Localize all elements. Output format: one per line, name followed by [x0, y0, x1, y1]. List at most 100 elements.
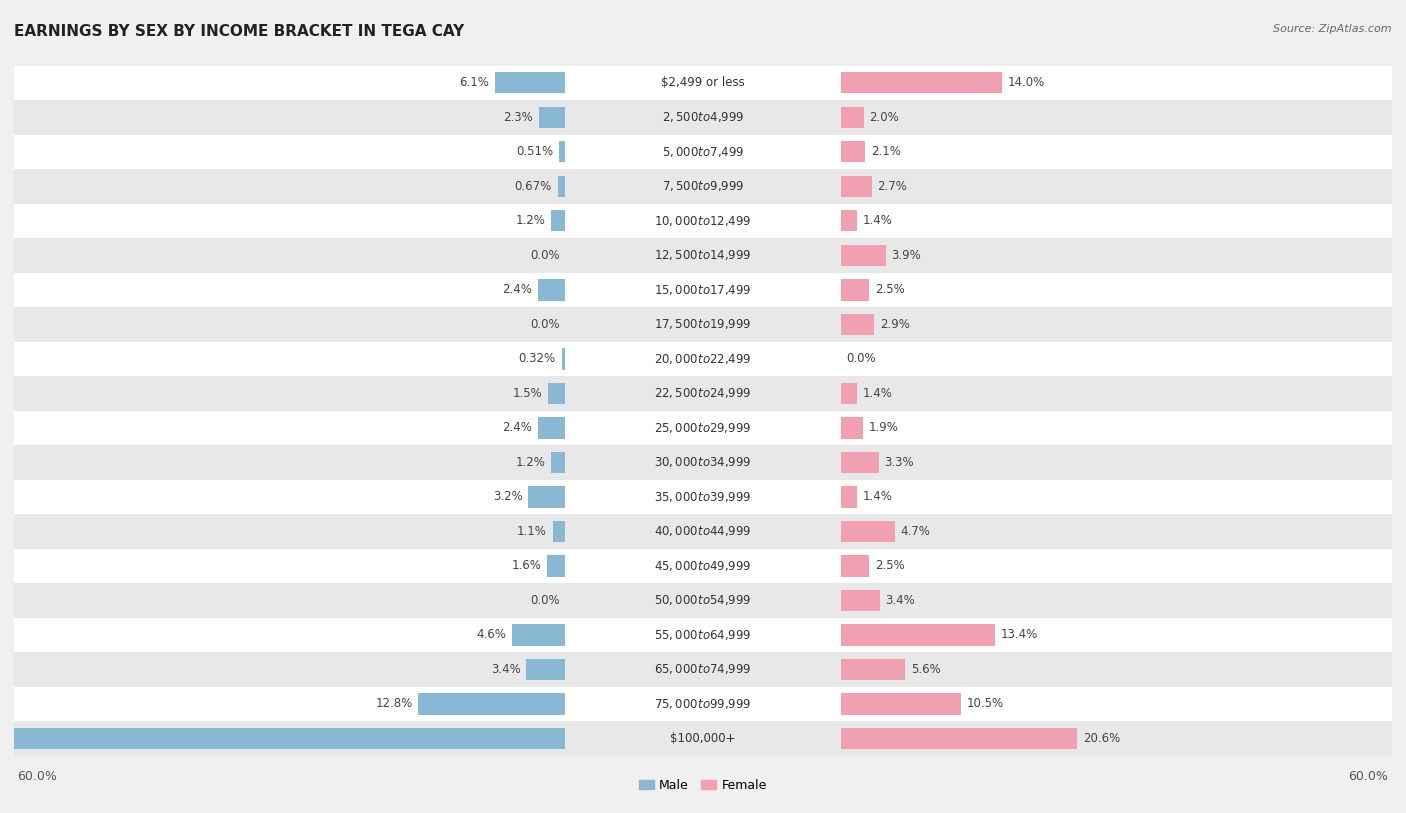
Bar — [14, 238, 1392, 272]
Text: 0.0%: 0.0% — [530, 318, 560, 331]
Bar — [841, 659, 905, 680]
Bar — [538, 107, 565, 128]
Text: 3.9%: 3.9% — [891, 249, 921, 262]
Text: 0.0%: 0.0% — [530, 249, 560, 262]
Text: $10,000 to $12,499: $10,000 to $12,499 — [654, 214, 752, 228]
Bar — [841, 279, 869, 301]
Text: 2.4%: 2.4% — [502, 283, 531, 296]
Bar — [14, 445, 1392, 480]
Bar — [841, 693, 962, 715]
Bar — [14, 583, 1392, 618]
Bar — [841, 486, 856, 507]
Text: $15,000 to $17,499: $15,000 to $17,499 — [654, 283, 752, 297]
Text: 2.3%: 2.3% — [503, 111, 533, 124]
Text: 1.4%: 1.4% — [863, 387, 893, 400]
Text: 12.8%: 12.8% — [375, 698, 412, 711]
Text: 1.4%: 1.4% — [863, 490, 893, 503]
Bar — [841, 245, 886, 266]
Text: 3.4%: 3.4% — [886, 593, 915, 606]
Bar — [14, 618, 1392, 652]
Text: $22,500 to $24,999: $22,500 to $24,999 — [654, 386, 752, 400]
Text: 0.0%: 0.0% — [846, 352, 876, 365]
Bar — [418, 693, 565, 715]
Bar — [14, 169, 1392, 203]
Bar — [551, 452, 565, 473]
Text: 60.0%: 60.0% — [17, 770, 58, 783]
Text: 2.4%: 2.4% — [502, 421, 531, 434]
Bar — [14, 652, 1392, 687]
Bar — [548, 383, 565, 404]
Text: 2.1%: 2.1% — [870, 146, 900, 159]
Text: 0.67%: 0.67% — [515, 180, 551, 193]
Bar — [841, 141, 865, 163]
Text: 2.9%: 2.9% — [880, 318, 910, 331]
Bar — [526, 659, 565, 680]
Bar — [14, 341, 1392, 376]
Text: 2.7%: 2.7% — [877, 180, 907, 193]
Bar — [512, 624, 565, 646]
Text: 1.2%: 1.2% — [516, 215, 546, 228]
Bar — [841, 210, 856, 232]
Bar — [558, 176, 565, 197]
Text: 13.4%: 13.4% — [1001, 628, 1038, 641]
Bar — [14, 687, 1392, 721]
Text: 0.0%: 0.0% — [530, 593, 560, 606]
Text: $75,000 to $99,999: $75,000 to $99,999 — [654, 697, 752, 711]
Bar — [14, 376, 1392, 411]
Bar — [547, 555, 565, 576]
Bar — [495, 72, 565, 93]
Text: $17,500 to $19,999: $17,500 to $19,999 — [654, 317, 752, 332]
Bar — [14, 480, 1392, 514]
Text: 1.1%: 1.1% — [517, 525, 547, 538]
Text: 0.32%: 0.32% — [519, 352, 555, 365]
Bar — [0, 728, 565, 749]
Text: 4.6%: 4.6% — [477, 628, 506, 641]
Bar — [841, 452, 879, 473]
Bar — [841, 176, 872, 197]
Text: $55,000 to $64,999: $55,000 to $64,999 — [654, 628, 752, 641]
Bar — [841, 589, 880, 611]
Text: 3.4%: 3.4% — [491, 663, 520, 676]
Bar — [841, 520, 894, 542]
Text: 2.5%: 2.5% — [875, 283, 905, 296]
Text: $100,000+: $100,000+ — [671, 732, 735, 745]
Text: $45,000 to $49,999: $45,000 to $49,999 — [654, 559, 752, 573]
Text: $40,000 to $44,999: $40,000 to $44,999 — [654, 524, 752, 538]
Bar — [551, 210, 565, 232]
Text: 2.0%: 2.0% — [869, 111, 900, 124]
Text: $5,000 to $7,499: $5,000 to $7,499 — [662, 145, 744, 159]
Text: EARNINGS BY SEX BY INCOME BRACKET IN TEGA CAY: EARNINGS BY SEX BY INCOME BRACKET IN TEG… — [14, 24, 464, 39]
Text: 4.7%: 4.7% — [900, 525, 931, 538]
Bar — [537, 417, 565, 438]
Text: $2,499 or less: $2,499 or less — [661, 76, 745, 89]
Text: 1.5%: 1.5% — [513, 387, 543, 400]
Text: 1.6%: 1.6% — [512, 559, 541, 572]
Text: 3.3%: 3.3% — [884, 456, 914, 469]
Bar — [553, 520, 565, 542]
Text: 3.2%: 3.2% — [494, 490, 523, 503]
Bar — [537, 279, 565, 301]
Text: 1.2%: 1.2% — [516, 456, 546, 469]
Text: $35,000 to $39,999: $35,000 to $39,999 — [654, 489, 752, 504]
Bar — [841, 314, 875, 335]
Bar — [14, 307, 1392, 341]
Text: 5.6%: 5.6% — [911, 663, 941, 676]
Legend: Male, Female: Male, Female — [634, 774, 772, 797]
Bar — [841, 624, 994, 646]
Bar — [14, 66, 1392, 100]
Bar — [14, 134, 1392, 169]
Text: $12,500 to $14,999: $12,500 to $14,999 — [654, 248, 752, 263]
Bar — [14, 549, 1392, 583]
Bar — [841, 107, 863, 128]
Text: 6.1%: 6.1% — [460, 76, 489, 89]
Bar — [841, 555, 869, 576]
Text: $65,000 to $74,999: $65,000 to $74,999 — [654, 663, 752, 676]
Bar — [841, 72, 1001, 93]
Bar — [841, 728, 1077, 749]
Text: 2.5%: 2.5% — [875, 559, 905, 572]
Text: Source: ZipAtlas.com: Source: ZipAtlas.com — [1274, 24, 1392, 34]
Bar — [841, 383, 856, 404]
Bar — [841, 417, 863, 438]
Text: 1.4%: 1.4% — [863, 215, 893, 228]
Bar — [560, 141, 565, 163]
